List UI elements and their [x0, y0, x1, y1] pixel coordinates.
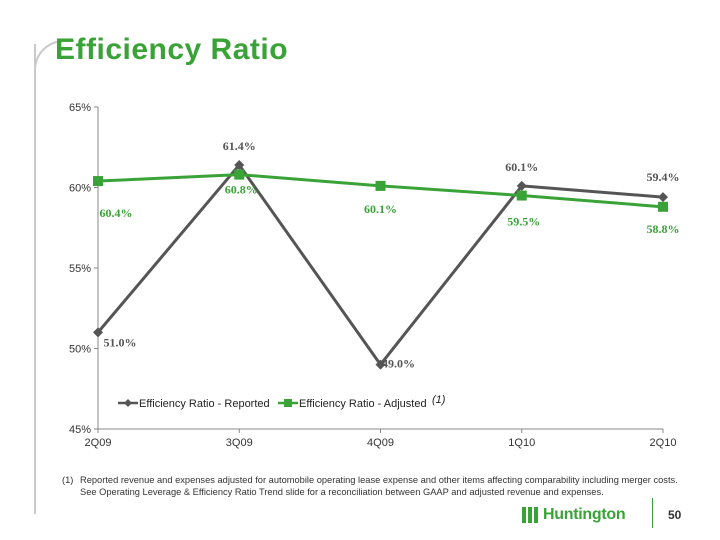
footnote-text: Reported revenue and expenses adjusted f… [80, 475, 678, 497]
x-tick-label: 1Q10 [508, 437, 535, 449]
data-point-adjusted [658, 201, 668, 212]
y-tick-label: 60% [69, 183, 91, 195]
data-label-reported: 49.0% [382, 357, 415, 371]
y-tick-label: 55% [69, 263, 91, 275]
data-label-adjusted: 60.1% [364, 202, 397, 216]
legend-label-adjusted: Efficiency Ratio - Adjusted [299, 398, 427, 410]
footnote-marker: (1) [62, 475, 74, 485]
data-point-reported [658, 192, 668, 203]
data-point-adjusted [93, 176, 103, 187]
data-label-reported: 60.1% [505, 160, 538, 174]
footnote: (1) Reported revenue and expenses adjust… [62, 474, 682, 498]
data-label-reported: 61.4% [223, 139, 256, 153]
page-number: 50 [668, 508, 682, 522]
data-point-adjusted [234, 169, 245, 180]
data-point-adjusted [375, 180, 386, 191]
slide-title: Efficiency Ratio [55, 33, 289, 66]
x-tick-label: 2Q10 [650, 437, 677, 449]
logo-mark-icon [522, 507, 538, 523]
y-tick-label: 65% [69, 102, 91, 114]
data-point-reported [93, 327, 103, 338]
x-tick-label: 3Q09 [226, 437, 253, 449]
data-point-reported [375, 359, 386, 370]
data-label-adjusted: 59.5% [507, 215, 540, 229]
x-tick-label: 2Q09 [85, 437, 112, 449]
data-point-adjusted [516, 190, 527, 201]
data-point-reported [516, 180, 527, 191]
legend-label-reported: Efficiency Ratio - Reported [139, 398, 270, 410]
series-line-reported [96, 163, 664, 367]
y-tick-label: 45% [69, 424, 91, 436]
data-label-adjusted: 60.8% [225, 183, 258, 197]
data-label-adjusted: 60.4% [100, 206, 133, 220]
y-tick-label: 50% [69, 344, 91, 356]
huntington-logo: Huntington [522, 504, 626, 526]
logo-text: Huntington [543, 506, 626, 523]
legend-marker-adjusted [284, 399, 292, 407]
data-label-reported: 51.0% [104, 335, 137, 349]
logo-separator [652, 498, 653, 528]
data-point-reported [234, 159, 245, 170]
x-tick-label: 4Q09 [367, 437, 394, 449]
data-label-reported: 59.4% [647, 170, 680, 184]
legend-footnote-marker: (1) [432, 394, 446, 406]
slide-frame-line [34, 44, 36, 514]
data-label-adjusted: 58.8% [647, 222, 680, 236]
legend-marker-reported [124, 399, 132, 407]
